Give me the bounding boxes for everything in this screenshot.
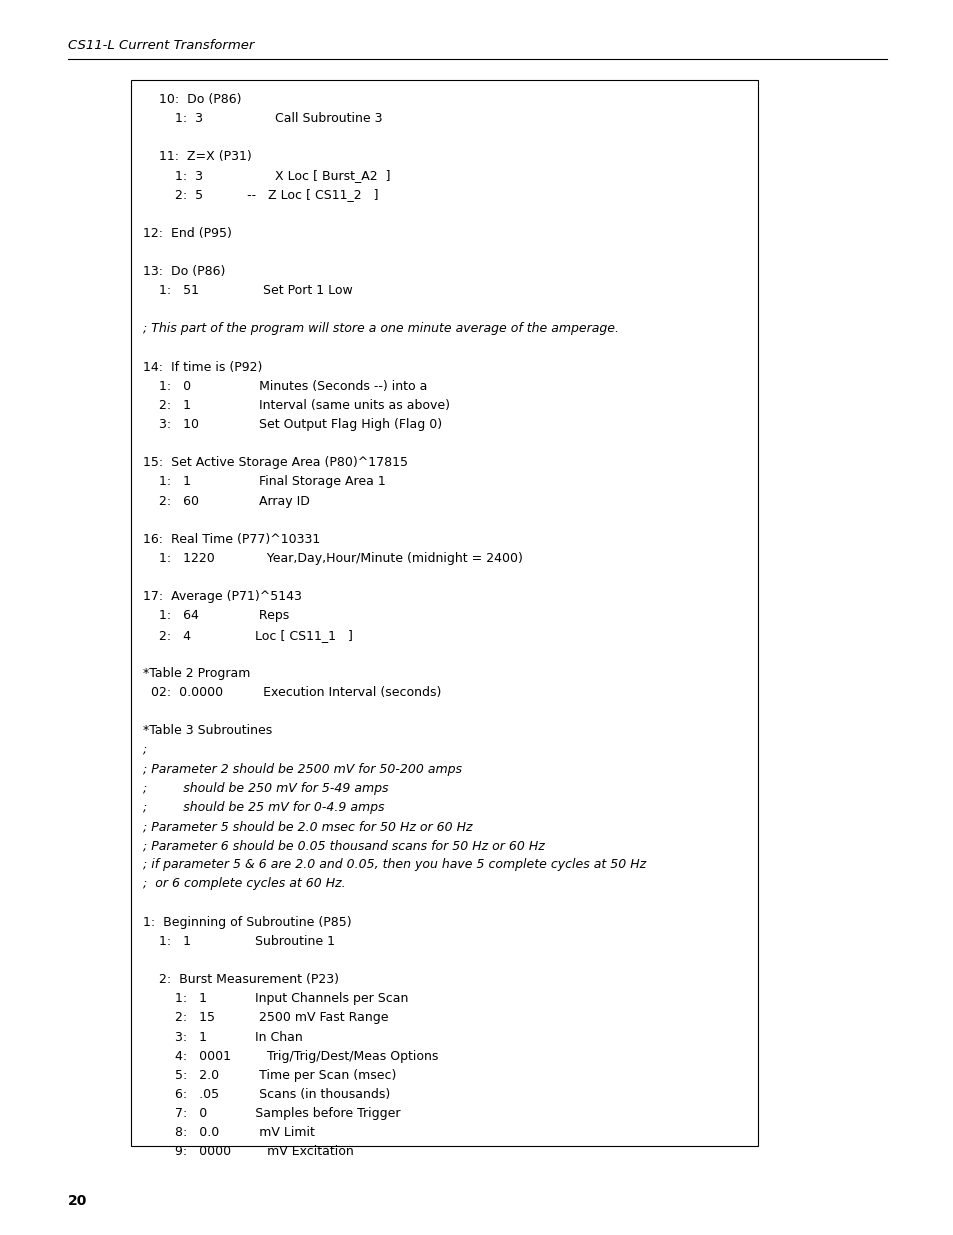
Text: 02:  0.0000          Execution Interval (seconds): 02: 0.0000 Execution Interval (seconds) xyxy=(143,685,441,699)
Text: 1:   64               Reps: 1: 64 Reps xyxy=(143,609,289,622)
Text: 6:   .05          Scans (in thousands): 6: .05 Scans (in thousands) xyxy=(143,1088,390,1102)
Text: 1:  Beginning of Subroutine (P85): 1: Beginning of Subroutine (P85) xyxy=(143,915,352,929)
Text: CS11-L Current Transformer: CS11-L Current Transformer xyxy=(68,38,253,52)
Text: 1:   1220             Year,Day,Hour/Minute (midnight = 2400): 1: 1220 Year,Day,Hour/Minute (midnight =… xyxy=(143,552,522,566)
Text: ; This part of the program will store a one minute average of the amperage.: ; This part of the program will store a … xyxy=(143,322,618,336)
Text: 9:   0000         mV Excitation: 9: 0000 mV Excitation xyxy=(143,1145,354,1158)
Text: 1:   1                 Final Storage Area 1: 1: 1 Final Storage Area 1 xyxy=(143,475,385,489)
Text: *Table 2 Program: *Table 2 Program xyxy=(143,667,251,680)
Text: 17:  Average (P71)^5143: 17: Average (P71)^5143 xyxy=(143,590,302,604)
Text: 10:  Do (P86): 10: Do (P86) xyxy=(143,93,241,106)
Text: 12:  End (P95): 12: End (P95) xyxy=(143,226,232,240)
Text: 7:   0            Samples before Trigger: 7: 0 Samples before Trigger xyxy=(143,1107,400,1120)
Text: 20: 20 xyxy=(68,1194,87,1208)
FancyBboxPatch shape xyxy=(131,80,758,1146)
Text: 13:  Do (P86): 13: Do (P86) xyxy=(143,264,225,278)
Text: 1:  3                  X Loc [ Burst_A2  ]: 1: 3 X Loc [ Burst_A2 ] xyxy=(143,169,390,183)
Text: 2:   15           2500 mV Fast Range: 2: 15 2500 mV Fast Range xyxy=(143,1011,388,1025)
Text: 1:   0                 Minutes (Seconds --) into a: 1: 0 Minutes (Seconds --) into a xyxy=(143,379,427,393)
Text: 3:   10               Set Output Flag High (Flag 0): 3: 10 Set Output Flag High (Flag 0) xyxy=(143,417,442,431)
Text: 5:   2.0          Time per Scan (msec): 5: 2.0 Time per Scan (msec) xyxy=(143,1068,396,1082)
Text: ;         should be 250 mV for 5-49 amps: ; should be 250 mV for 5-49 amps xyxy=(143,782,388,795)
Text: ; Parameter 2 should be 2500 mV for 50-200 amps: ; Parameter 2 should be 2500 mV for 50-2… xyxy=(143,762,461,776)
Text: 16:  Real Time (P77)^10331: 16: Real Time (P77)^10331 xyxy=(143,532,320,546)
Text: ; Parameter 5 should be 2.0 msec for 50 Hz or 60 Hz: ; Parameter 5 should be 2.0 msec for 50 … xyxy=(143,820,472,834)
Text: 11:  Z=X (P31): 11: Z=X (P31) xyxy=(143,149,252,163)
Text: 1:   1                Subroutine 1: 1: 1 Subroutine 1 xyxy=(143,935,335,948)
Text: 2:   60               Array ID: 2: 60 Array ID xyxy=(143,494,310,508)
Text: 1:   1            Input Channels per Scan: 1: 1 Input Channels per Scan xyxy=(143,992,408,1005)
Text: ; if parameter 5 & 6 are 2.0 and 0.05, then you have 5 complete cycles at 50 Hz: ; if parameter 5 & 6 are 2.0 and 0.05, t… xyxy=(143,858,645,872)
Text: 2:   1                 Interval (same units as above): 2: 1 Interval (same units as above) xyxy=(143,399,450,412)
Text: 2:  Burst Measurement (P23): 2: Burst Measurement (P23) xyxy=(143,973,338,987)
Text: 1:  3                  Call Subroutine 3: 1: 3 Call Subroutine 3 xyxy=(143,112,382,125)
Text: 2:   4                Loc [ CS11_1   ]: 2: 4 Loc [ CS11_1 ] xyxy=(143,629,353,642)
Text: 8:   0.0          mV Limit: 8: 0.0 mV Limit xyxy=(143,1126,314,1140)
Text: ; Parameter 6 should be 0.05 thousand scans for 50 Hz or 60 Hz: ; Parameter 6 should be 0.05 thousand sc… xyxy=(143,839,544,852)
Text: *Table 3 Subroutines: *Table 3 Subroutines xyxy=(143,724,272,737)
Text: ;  or 6 complete cycles at 60 Hz.: ; or 6 complete cycles at 60 Hz. xyxy=(143,877,345,890)
Text: 15:  Set Active Storage Area (P80)^17815: 15: Set Active Storage Area (P80)^17815 xyxy=(143,456,408,469)
Text: ;: ; xyxy=(143,743,147,757)
Text: 14:  If time is (P92): 14: If time is (P92) xyxy=(143,361,262,374)
Text: 4:   0001         Trig/Trig/Dest/Meas Options: 4: 0001 Trig/Trig/Dest/Meas Options xyxy=(143,1050,438,1063)
Text: 1:   51                Set Port 1 Low: 1: 51 Set Port 1 Low xyxy=(143,284,353,298)
Text: 2:  5           --   Z Loc [ CS11_2   ]: 2: 5 -- Z Loc [ CS11_2 ] xyxy=(143,188,378,201)
Text: 3:   1            In Chan: 3: 1 In Chan xyxy=(143,1030,302,1044)
Text: ;         should be 25 mV for 0-4.9 amps: ; should be 25 mV for 0-4.9 amps xyxy=(143,800,384,814)
